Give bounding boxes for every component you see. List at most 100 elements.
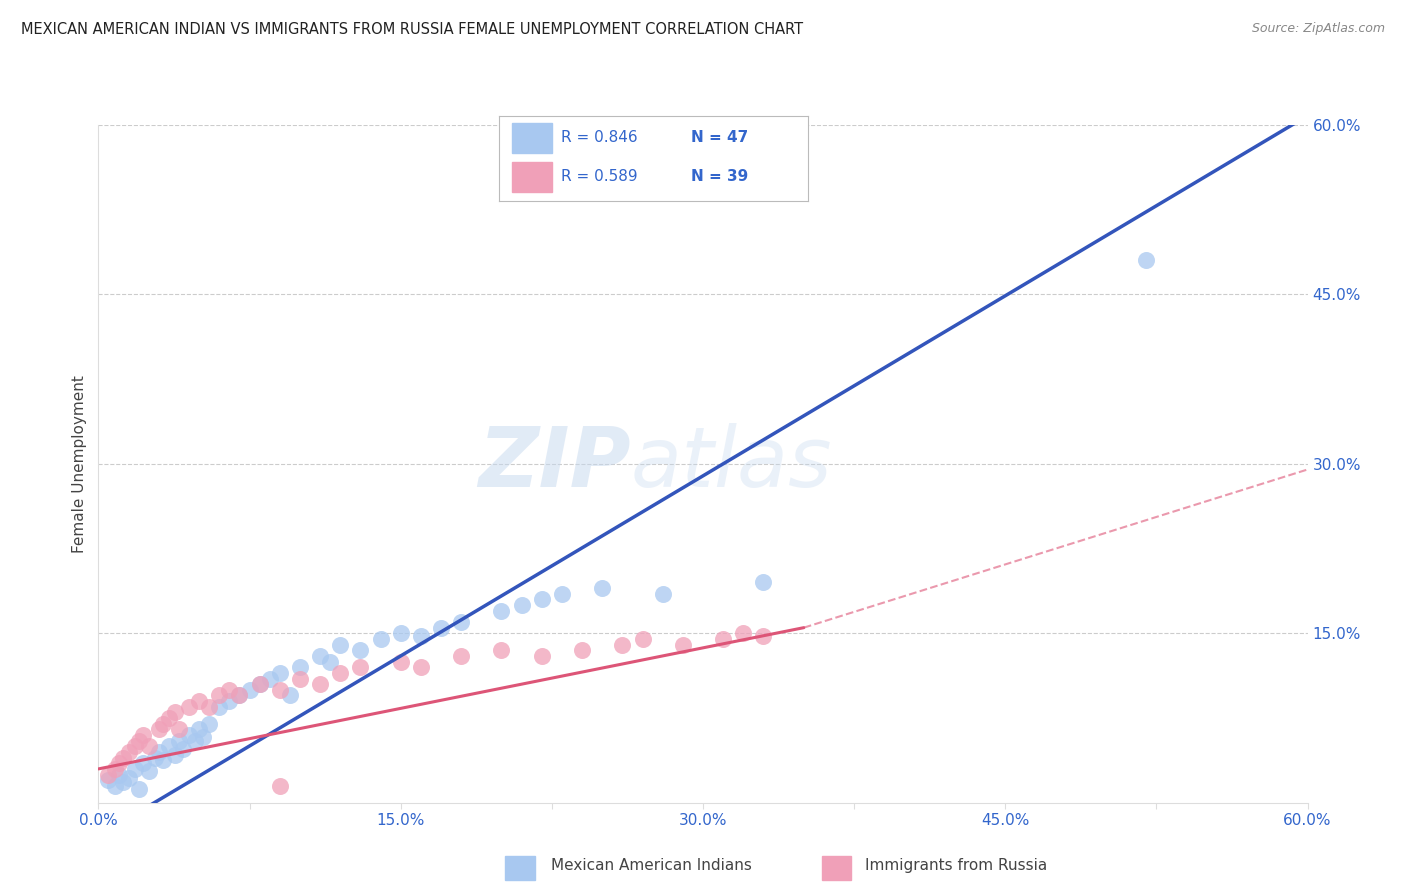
Point xyxy=(208,689,231,703)
Point xyxy=(249,677,271,691)
Text: Immigrants from Russia: Immigrants from Russia xyxy=(865,858,1047,872)
Point xyxy=(370,632,392,646)
Text: atlas: atlas xyxy=(630,424,832,504)
Point xyxy=(152,716,174,731)
Point xyxy=(612,638,634,652)
Point xyxy=(1135,253,1157,268)
Point xyxy=(97,767,120,781)
Point xyxy=(148,745,170,759)
Text: R = 0.589: R = 0.589 xyxy=(561,169,637,184)
Text: ZIP: ZIP xyxy=(478,424,630,504)
Point xyxy=(269,682,291,697)
Point xyxy=(184,733,207,747)
Point xyxy=(288,660,311,674)
Point xyxy=(530,648,553,663)
Point xyxy=(132,728,155,742)
Point xyxy=(319,655,342,669)
Point xyxy=(239,682,262,697)
Point xyxy=(163,706,186,720)
Point xyxy=(167,723,190,737)
Text: MEXICAN AMERICAN INDIAN VS IMMIGRANTS FROM RUSSIA FEMALE UNEMPLOYMENT CORRELATIO: MEXICAN AMERICAN INDIAN VS IMMIGRANTS FR… xyxy=(21,22,803,37)
Point xyxy=(309,648,332,663)
Point xyxy=(672,638,695,652)
Point xyxy=(132,756,155,771)
Point xyxy=(752,629,775,643)
Point xyxy=(450,648,472,663)
Y-axis label: Female Unemployment: Female Unemployment xyxy=(72,375,87,553)
Point xyxy=(591,581,613,595)
Text: N = 47: N = 47 xyxy=(690,130,748,145)
Point xyxy=(711,632,734,646)
Point xyxy=(107,756,129,771)
Point xyxy=(148,723,170,737)
Point xyxy=(97,773,120,788)
Point xyxy=(450,615,472,629)
Point xyxy=(329,665,352,680)
Point xyxy=(530,592,553,607)
Point xyxy=(329,638,352,652)
Point xyxy=(138,739,160,754)
Point xyxy=(349,660,371,674)
Point xyxy=(179,699,201,714)
Point xyxy=(278,689,301,703)
Point xyxy=(269,779,291,793)
Point xyxy=(430,621,453,635)
Point xyxy=(198,716,221,731)
Text: R = 0.846: R = 0.846 xyxy=(561,130,637,145)
Point xyxy=(409,629,432,643)
Point xyxy=(288,672,311,686)
Point xyxy=(349,643,371,657)
Point xyxy=(208,699,231,714)
Point xyxy=(138,764,160,779)
Point xyxy=(491,643,513,657)
Point xyxy=(157,739,180,754)
Point xyxy=(491,604,513,618)
Point xyxy=(259,672,281,686)
Point xyxy=(124,762,146,776)
Point xyxy=(510,598,533,612)
Point xyxy=(157,711,180,725)
Point xyxy=(571,643,593,657)
Text: Mexican American Indians: Mexican American Indians xyxy=(551,858,752,872)
Point xyxy=(118,745,141,759)
Point xyxy=(172,741,194,756)
Point xyxy=(128,782,150,797)
Point xyxy=(389,655,412,669)
Point xyxy=(218,694,240,708)
Text: Source: ZipAtlas.com: Source: ZipAtlas.com xyxy=(1251,22,1385,36)
Point xyxy=(733,626,755,640)
Point xyxy=(228,689,250,703)
Point xyxy=(188,723,211,737)
Point xyxy=(111,775,134,789)
Point xyxy=(631,632,654,646)
Point xyxy=(103,779,125,793)
Point xyxy=(218,682,240,697)
Point xyxy=(111,750,134,764)
Point xyxy=(124,739,146,754)
Point xyxy=(409,660,432,674)
Text: N = 39: N = 39 xyxy=(690,169,748,184)
Point xyxy=(752,575,775,590)
Point xyxy=(128,733,150,747)
Point xyxy=(389,626,412,640)
Point xyxy=(228,689,250,703)
Point xyxy=(143,750,166,764)
Point xyxy=(309,677,332,691)
Bar xyxy=(512,123,551,153)
Point xyxy=(107,767,129,781)
Point xyxy=(179,728,201,742)
Point xyxy=(198,699,221,714)
Point xyxy=(651,587,673,601)
Point xyxy=(269,665,291,680)
Point xyxy=(152,753,174,767)
Point xyxy=(163,748,186,763)
Point xyxy=(103,762,125,776)
Point xyxy=(249,677,271,691)
Bar xyxy=(821,856,852,880)
Bar xyxy=(512,161,551,192)
Point xyxy=(193,731,215,745)
Point xyxy=(118,771,141,785)
Bar xyxy=(506,856,536,880)
Point xyxy=(188,694,211,708)
Point xyxy=(167,733,190,747)
